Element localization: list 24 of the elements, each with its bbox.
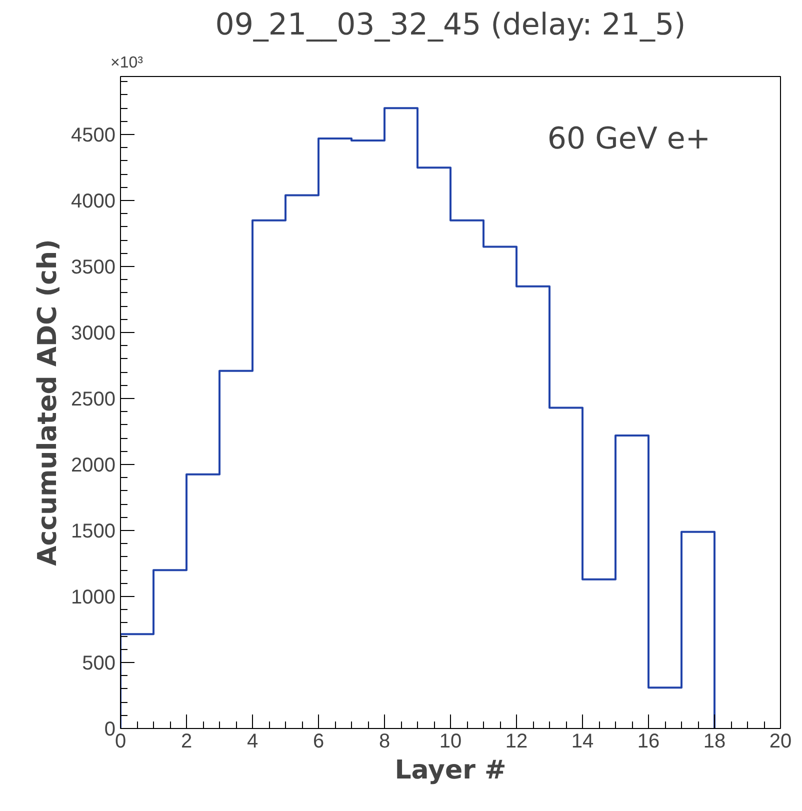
x-tick-label: 18 <box>703 730 726 752</box>
y-tick-label: 3500 <box>71 256 116 279</box>
x-tick-label: 16 <box>637 730 660 752</box>
x-tick-label: 14 <box>571 730 594 752</box>
chart-title: 09_21__03_32_45 (delay: 21_5) <box>215 8 686 42</box>
x-tick-label: 6 <box>312 730 324 752</box>
y-tick-label: 2000 <box>71 454 116 477</box>
y-tick-label: 4500 <box>71 124 116 147</box>
y-tick-label: 1000 <box>71 586 116 609</box>
x-tick-label: 12 <box>505 730 528 752</box>
y-tick-label: 1500 <box>71 520 116 543</box>
y-tick-label: 2500 <box>71 388 116 411</box>
x-axis-title: Layer # <box>394 756 506 786</box>
x-tick-label: 20 <box>769 730 792 752</box>
x-tick-label: 10 <box>439 730 462 752</box>
text: ×10³ <box>110 54 144 72</box>
x-tick-label: 8 <box>378 730 390 752</box>
x-tick-label: 2 <box>180 730 192 752</box>
y-axis-title: Accumulated ADC (ch) <box>33 239 64 566</box>
y-tick-label: 4000 <box>71 190 116 213</box>
y-tick-label: 3000 <box>71 322 116 345</box>
x-tick-label: 4 <box>246 730 258 752</box>
annotation: 60 GeV e+ <box>547 122 711 156</box>
y-tick-label: 500 <box>82 652 116 675</box>
